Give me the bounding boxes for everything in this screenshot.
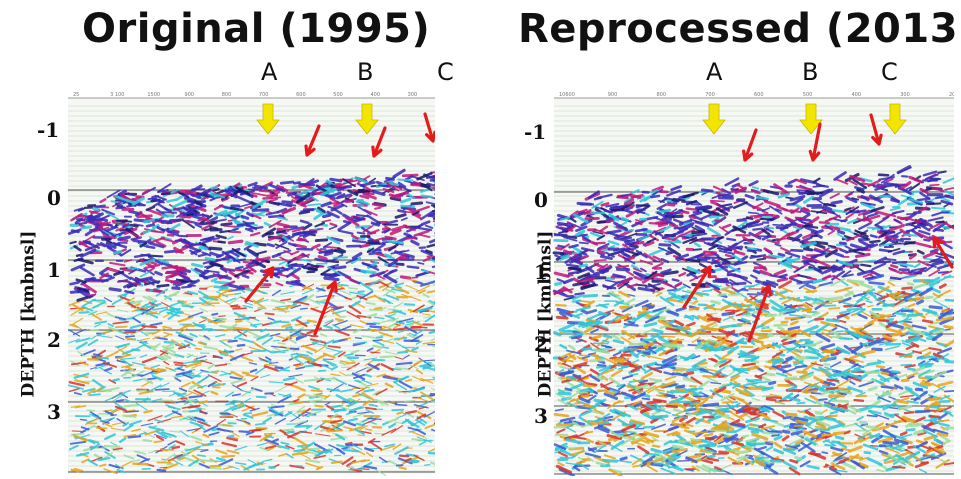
top-axis-tick-label: 500 [803, 92, 813, 98]
red-arrows [682, 113, 954, 343]
y-axis-label: DEPTH [kmbmsl] [18, 230, 39, 398]
red-arrow-icon [932, 236, 954, 269]
top-axis-tick-label: 900 [185, 92, 195, 98]
top-axis-tick-label: 400 [852, 92, 862, 98]
depth-tick-3: 3 [534, 404, 548, 428]
yellow-arrow-icon [799, 103, 823, 135]
top-axis-tick-label: 600 [296, 92, 306, 98]
top-axis-tick-label: 600 [754, 92, 764, 98]
top-axis: 10600 900 800 700 600 500 400 300 200 [554, 92, 954, 99]
depth-tick--1: -1 [524, 120, 547, 144]
red-arrows [244, 112, 435, 336]
red-arrow-icon [313, 280, 338, 336]
top-axis-tick-label: 3 100 [110, 92, 124, 98]
top-axis-tick-label: 800 [222, 92, 232, 98]
depth-tick-1: 1 [47, 258, 61, 282]
yellow-arrow-icon [256, 103, 280, 135]
top-axis-tick-label: 800 [657, 92, 667, 98]
top-axis-tick-label: 200 [949, 92, 954, 98]
red-arrow-icon [747, 284, 772, 343]
red-arrow-icon [304, 124, 321, 157]
red-arrow-icon [423, 112, 435, 143]
title-reprocessed: Reprocessed (2013) [518, 6, 961, 52]
top-axis-tick-label: 400 [370, 92, 380, 98]
top-axis-tick-label: 300 [900, 92, 910, 98]
seismic-section-original: 253 10015009008007006005004003002001 [67, 92, 435, 476]
top-axis-tick-label: 500 [333, 92, 343, 98]
red-arrow-icon [808, 122, 822, 162]
depth-tick-1: 1 [534, 260, 548, 284]
title-original: Original (1995) [82, 6, 431, 52]
depth-tick-2: 2 [534, 332, 548, 356]
depth-tick-2: 2 [47, 328, 61, 352]
seismic-section-reprocessed: 10600 900 800 700 600 500 400 300 200 [552, 92, 954, 476]
red-arrow-icon [682, 265, 712, 309]
red-arrow-icon [869, 113, 883, 146]
top-axis-tick-label: 10600 [559, 92, 575, 98]
red-arrow-icon [371, 126, 387, 158]
top-axis: 253 10015009008007006005004003002001 [68, 92, 435, 99]
depth-tick--1: -1 [37, 118, 60, 142]
marker-a: A [261, 58, 278, 86]
depth-tick-0: 0 [534, 188, 548, 212]
depth-tick-3: 3 [47, 400, 61, 424]
marker-b: B [802, 58, 819, 86]
seismic-reflections [552, 165, 954, 476]
marker-c: C [881, 58, 898, 86]
seismic-reflections [67, 168, 435, 476]
red-arrow-icon [244, 266, 275, 303]
top-axis-tick-label: 25 [73, 92, 79, 98]
yellow-arrow-icon [355, 103, 379, 135]
seismic-panel-original: 253 10015009008007006005004003002001 DEP… [5, 58, 454, 476]
marker-b: B [357, 58, 374, 86]
top-axis-tick-label: 1500 [147, 92, 160, 98]
marker-a: A [706, 58, 723, 86]
yellow-arrow-icon [883, 103, 907, 135]
yellow-arrows [702, 103, 907, 135]
top-axis-tick-label: 900 [608, 92, 618, 98]
y-axis-label: DEPTH [kmbmsl] [535, 230, 556, 398]
yellow-arrows [256, 103, 379, 135]
top-axis-tick-label: 700 [705, 92, 715, 98]
top-axis-tick-label: 300 [408, 92, 418, 98]
red-arrow-icon [742, 128, 758, 162]
yellow-arrow-icon [702, 103, 726, 135]
seismic-panel-reprocessed: 10600 900 800 700 600 500 400 300 200 DEPTH [kmb… [524, 58, 954, 476]
top-axis-tick-label: 700 [259, 92, 269, 98]
depth-tick-0: 0 [47, 186, 61, 210]
marker-c: C [437, 58, 454, 86]
